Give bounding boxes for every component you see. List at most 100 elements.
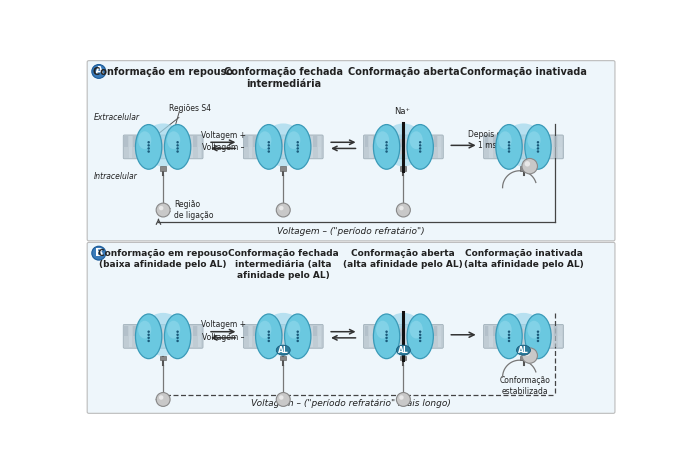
Bar bbox=[536, 325, 540, 336]
Ellipse shape bbox=[527, 321, 540, 339]
Bar bbox=[540, 147, 545, 158]
Circle shape bbox=[147, 333, 150, 336]
Text: Regiões S4: Regiões S4 bbox=[158, 104, 212, 134]
Ellipse shape bbox=[138, 321, 151, 339]
Circle shape bbox=[268, 141, 270, 143]
Bar bbox=[305, 147, 308, 158]
Bar bbox=[399, 325, 403, 336]
Bar bbox=[137, 147, 141, 158]
Bar bbox=[280, 166, 286, 171]
Circle shape bbox=[525, 351, 530, 356]
Bar bbox=[521, 355, 527, 360]
Text: Conformação aberta
(alta afinidade pelo AL): Conformação aberta (alta afinidade pelo … bbox=[343, 248, 463, 269]
Bar bbox=[545, 147, 549, 158]
Circle shape bbox=[92, 64, 105, 78]
Bar bbox=[262, 147, 265, 158]
Bar bbox=[536, 336, 540, 347]
Bar bbox=[309, 325, 313, 336]
Bar bbox=[403, 147, 407, 158]
Bar bbox=[369, 325, 373, 336]
Circle shape bbox=[147, 331, 150, 333]
Bar bbox=[159, 136, 162, 147]
Bar bbox=[271, 147, 274, 158]
Circle shape bbox=[537, 333, 539, 336]
Circle shape bbox=[159, 206, 164, 210]
Bar bbox=[262, 336, 265, 347]
Bar bbox=[137, 336, 141, 347]
Bar bbox=[485, 325, 488, 336]
Bar bbox=[536, 147, 540, 158]
Bar bbox=[142, 136, 145, 147]
Bar bbox=[532, 325, 536, 336]
Bar bbox=[159, 325, 162, 336]
Bar bbox=[416, 325, 420, 336]
Circle shape bbox=[399, 395, 403, 400]
Bar bbox=[532, 147, 536, 158]
Ellipse shape bbox=[499, 131, 512, 149]
Bar bbox=[498, 147, 501, 158]
Bar bbox=[176, 325, 179, 336]
Bar bbox=[129, 325, 132, 336]
Bar bbox=[288, 147, 291, 158]
Bar bbox=[159, 147, 162, 158]
Circle shape bbox=[537, 331, 539, 333]
Bar bbox=[510, 336, 514, 347]
Bar bbox=[429, 336, 433, 347]
Bar bbox=[412, 136, 416, 147]
Bar bbox=[506, 325, 510, 336]
Bar bbox=[271, 336, 274, 347]
Bar bbox=[386, 136, 390, 147]
Bar bbox=[296, 136, 300, 147]
Circle shape bbox=[537, 141, 539, 143]
Bar bbox=[271, 325, 274, 336]
Bar bbox=[288, 136, 291, 147]
Bar bbox=[489, 147, 493, 158]
Bar bbox=[129, 147, 132, 158]
Bar bbox=[185, 136, 188, 147]
Bar bbox=[421, 147, 424, 158]
Bar bbox=[373, 147, 377, 158]
Bar bbox=[549, 336, 553, 347]
Text: Conformação inativada
(alta afinidade pelo AL): Conformação inativada (alta afinidade pe… bbox=[464, 248, 584, 269]
Circle shape bbox=[508, 141, 510, 143]
Ellipse shape bbox=[138, 131, 151, 149]
Bar bbox=[540, 325, 545, 336]
Bar bbox=[305, 336, 308, 347]
Circle shape bbox=[92, 246, 105, 260]
Ellipse shape bbox=[258, 131, 271, 149]
Bar bbox=[502, 336, 506, 347]
Bar bbox=[373, 336, 377, 347]
Ellipse shape bbox=[284, 314, 311, 359]
Circle shape bbox=[386, 141, 388, 143]
Bar bbox=[249, 147, 253, 158]
Bar bbox=[301, 336, 304, 347]
Bar bbox=[506, 136, 510, 147]
Bar bbox=[502, 136, 506, 147]
Bar bbox=[502, 147, 506, 158]
Ellipse shape bbox=[390, 123, 416, 139]
Bar bbox=[160, 166, 166, 171]
Bar bbox=[532, 336, 536, 347]
Bar bbox=[421, 336, 424, 347]
Bar bbox=[172, 136, 175, 147]
Text: AL: AL bbox=[278, 346, 288, 354]
Text: Voltagem –: Voltagem – bbox=[202, 143, 245, 152]
Text: AL: AL bbox=[518, 346, 529, 354]
FancyBboxPatch shape bbox=[123, 325, 203, 348]
Bar bbox=[258, 136, 261, 147]
Bar bbox=[167, 147, 171, 158]
Bar bbox=[125, 136, 128, 147]
Bar bbox=[189, 147, 192, 158]
Text: AL: AL bbox=[398, 346, 409, 354]
Ellipse shape bbox=[373, 125, 400, 169]
Ellipse shape bbox=[513, 154, 534, 167]
Circle shape bbox=[386, 337, 388, 339]
Bar bbox=[245, 336, 248, 347]
Bar bbox=[498, 325, 501, 336]
Ellipse shape bbox=[510, 123, 536, 139]
Ellipse shape bbox=[276, 345, 290, 355]
Circle shape bbox=[399, 206, 403, 210]
Bar bbox=[258, 336, 261, 347]
Text: Intracelular: Intracelular bbox=[93, 172, 137, 181]
Ellipse shape bbox=[393, 343, 414, 356]
